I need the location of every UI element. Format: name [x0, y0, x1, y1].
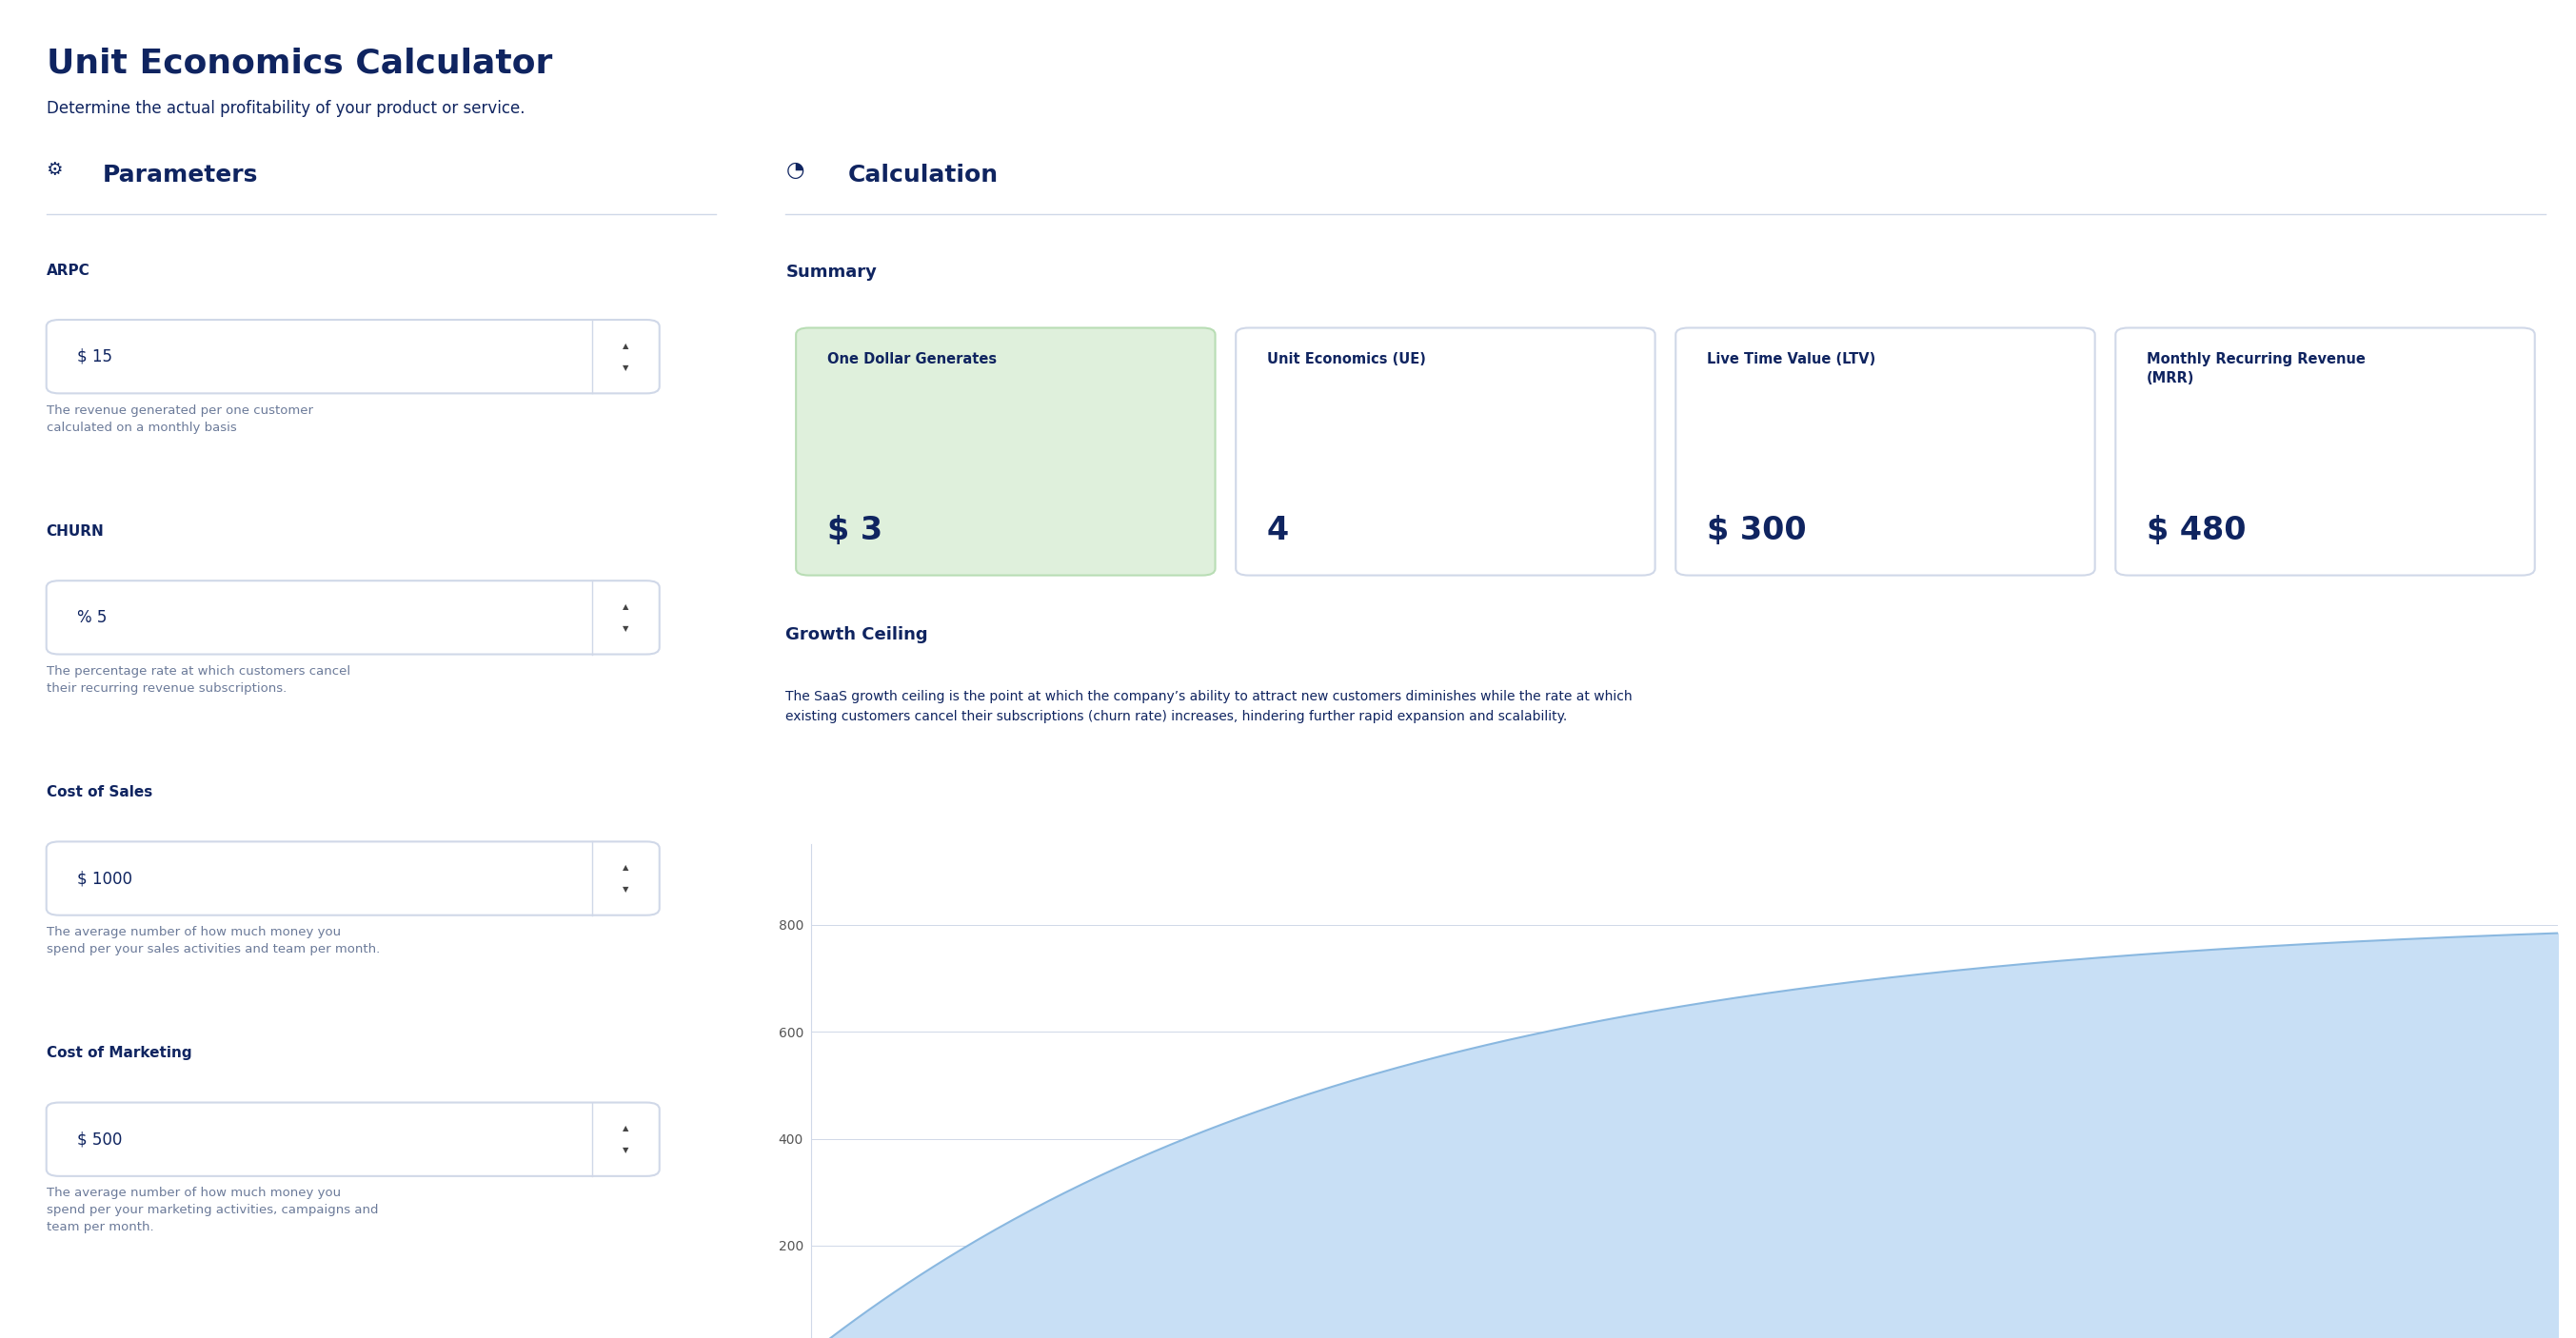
Text: Growth Ceiling: Growth Ceiling [786, 626, 927, 644]
Text: ▲: ▲ [623, 341, 629, 351]
FancyBboxPatch shape [46, 842, 659, 915]
Text: ⚙️: ⚙️ [46, 161, 62, 179]
FancyBboxPatch shape [796, 328, 1216, 575]
FancyBboxPatch shape [1236, 328, 1656, 575]
Text: Unit Economics (UE): Unit Economics (UE) [1267, 352, 1425, 367]
Text: The average number of how much money you
spend per your marketing activities, ca: The average number of how much money you… [46, 1187, 379, 1234]
Text: Monthly Recurring Revenue
(MRR): Monthly Recurring Revenue (MRR) [2146, 352, 2365, 385]
FancyBboxPatch shape [46, 581, 659, 654]
Text: $ 500: $ 500 [77, 1131, 124, 1148]
Text: ◔: ◔ [786, 161, 804, 179]
FancyBboxPatch shape [2115, 328, 2535, 575]
Text: One Dollar Generates: One Dollar Generates [827, 352, 997, 367]
Text: ARPC: ARPC [46, 264, 90, 278]
Text: Cost of Marketing: Cost of Marketing [46, 1046, 191, 1061]
Text: The average number of how much money you
spend per your sales activities and tea: The average number of how much money you… [46, 926, 379, 955]
Text: Live Time Value (LTV): Live Time Value (LTV) [1708, 352, 1875, 367]
FancyBboxPatch shape [46, 1103, 659, 1176]
Text: Determine the actual profitability of your product or service.: Determine the actual profitability of yo… [46, 100, 526, 118]
Text: 4: 4 [1267, 515, 1288, 546]
Text: CHURN: CHURN [46, 524, 103, 539]
Text: Summary: Summary [786, 264, 876, 281]
Text: Unit Economics Calculator: Unit Economics Calculator [46, 47, 551, 79]
Text: ▲: ▲ [623, 863, 629, 872]
Text: % 5: % 5 [77, 609, 108, 626]
Text: Cost of Sales: Cost of Sales [46, 785, 152, 800]
Text: $ 480: $ 480 [2146, 515, 2246, 546]
FancyBboxPatch shape [1677, 328, 2094, 575]
Text: Parameters: Parameters [103, 163, 258, 186]
Text: Calculation: Calculation [848, 163, 997, 186]
Text: $ 15: $ 15 [77, 348, 113, 365]
Text: ▼: ▼ [623, 886, 629, 894]
Text: ▲: ▲ [623, 602, 629, 611]
Text: ▼: ▼ [623, 1145, 629, 1155]
Text: ▼: ▼ [623, 363, 629, 372]
Text: The percentage rate at which customers cancel
their recurring revenue subscripti: The percentage rate at which customers c… [46, 665, 350, 694]
Text: The revenue generated per one customer
calculated on a monthly basis: The revenue generated per one customer c… [46, 404, 312, 434]
Text: ▲: ▲ [623, 1124, 629, 1132]
FancyBboxPatch shape [46, 320, 659, 393]
Text: $ 3: $ 3 [827, 515, 881, 546]
Text: ▼: ▼ [623, 625, 629, 633]
Text: $ 300: $ 300 [1708, 515, 1806, 546]
Text: The SaaS growth ceiling is the point at which the company’s ability to attract n: The SaaS growth ceiling is the point at … [786, 690, 1633, 724]
Text: $ 1000: $ 1000 [77, 870, 131, 887]
